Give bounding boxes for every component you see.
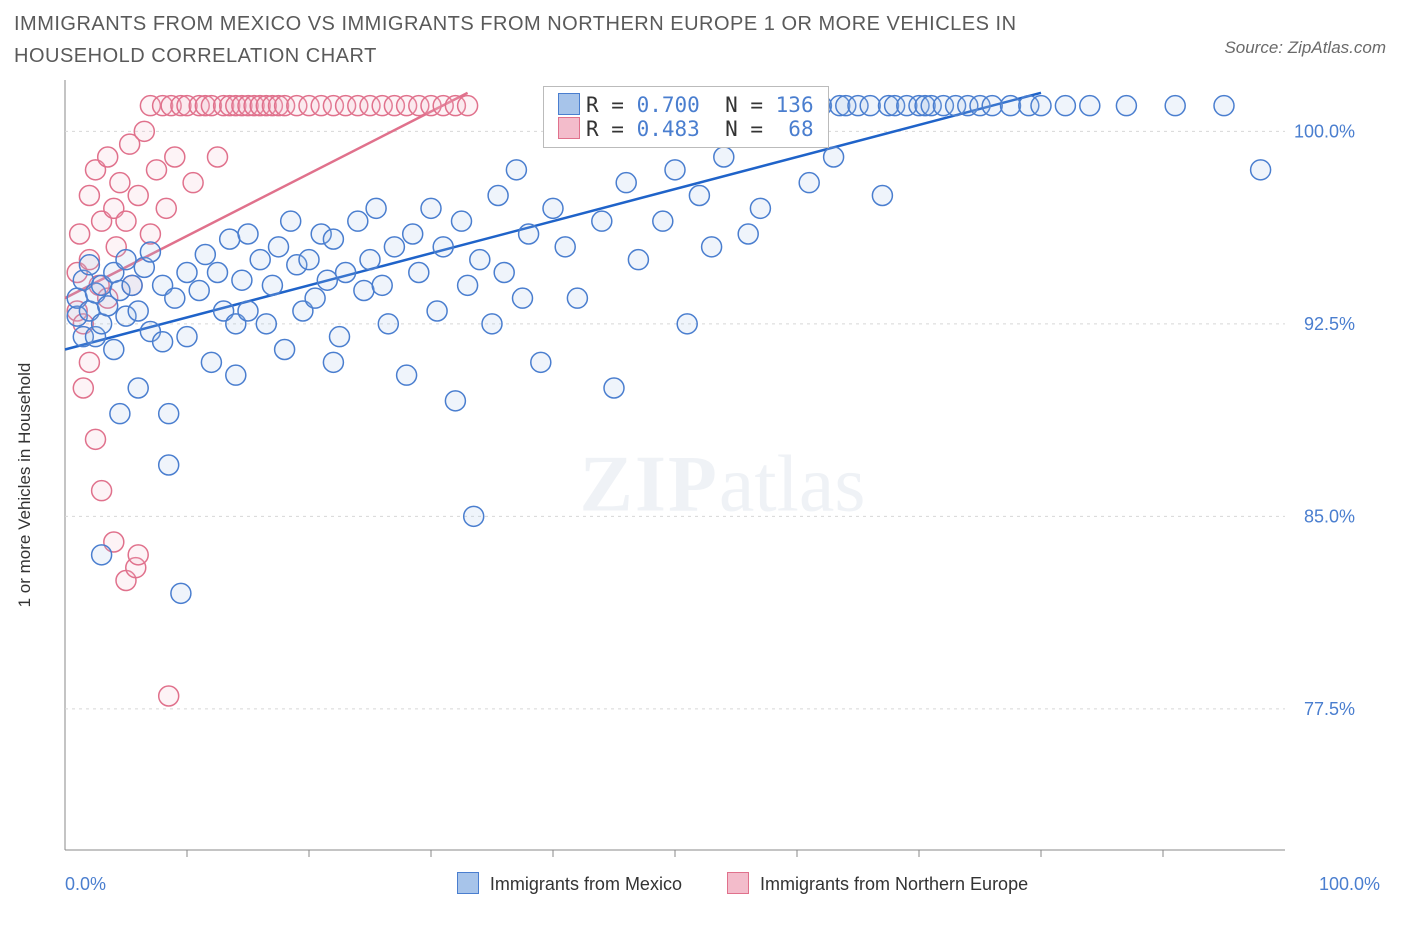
legend-label-neurope: Immigrants from Northern Europe <box>760 874 1028 894</box>
source-credit: Source: ZipAtlas.com <box>1224 38 1386 58</box>
svg-text:92.5%: 92.5% <box>1304 314 1355 334</box>
legend-swatch-neurope <box>727 872 749 894</box>
stats-swatch-mexico <box>558 93 580 115</box>
chart-title: IMMIGRANTS FROM MEXICO VS IMMIGRANTS FRO… <box>14 8 1134 72</box>
svg-text:85.0%: 85.0% <box>1304 506 1355 526</box>
svg-text:77.5%: 77.5% <box>1304 699 1355 719</box>
chart-container: 1 or more Vehicles in Household 100.0%92… <box>55 80 1390 890</box>
stats-row-neurope: R = 0.483 N = 68 <box>558 117 814 141</box>
scatter-chart: 100.0% 92.5% 85.0% 77.5% <box>55 80 1390 890</box>
svg-text:100.0%: 100.0% <box>1294 121 1355 141</box>
legend-label-mexico: Immigrants from Mexico <box>490 874 682 894</box>
stats-swatch-neurope <box>558 117 580 139</box>
stats-row-mexico: R = 0.700 N = 136 <box>558 93 814 117</box>
correlation-stats-box: R = 0.700 N = 136 R = 0.483 N = 68 <box>543 86 829 148</box>
chart-legend: Immigrants from Mexico Immigrants from N… <box>55 872 1390 895</box>
legend-swatch-mexico <box>457 872 479 894</box>
y-axis-label: 1 or more Vehicles in Household <box>15 363 35 608</box>
